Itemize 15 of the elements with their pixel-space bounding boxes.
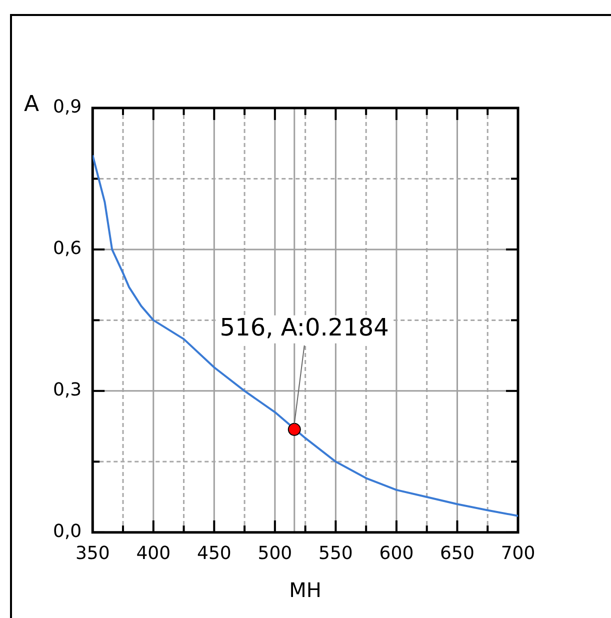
y-tick-label: 0,6 (52, 238, 82, 260)
y-tick-label: 0,0 (52, 521, 82, 542)
x-tick-label: 350 (75, 542, 110, 564)
x-axis-title: MH (289, 578, 322, 602)
x-tick-label: 700 (500, 542, 536, 564)
y-tick-label: 0,3 (52, 380, 82, 401)
x-tick-label: 550 (318, 542, 353, 564)
annotation: 516, A:0.2184 (220, 314, 389, 342)
y-axis-title: A (24, 92, 40, 117)
y-tick-label: 0,9 (52, 96, 82, 118)
x-tick-label: 500 (258, 542, 292, 564)
x-tick-label: 600 (379, 542, 414, 564)
x-tick-label: 650 (440, 542, 474, 564)
x-tick-label: 400 (136, 542, 171, 564)
x-tick-label: 450 (196, 542, 232, 564)
